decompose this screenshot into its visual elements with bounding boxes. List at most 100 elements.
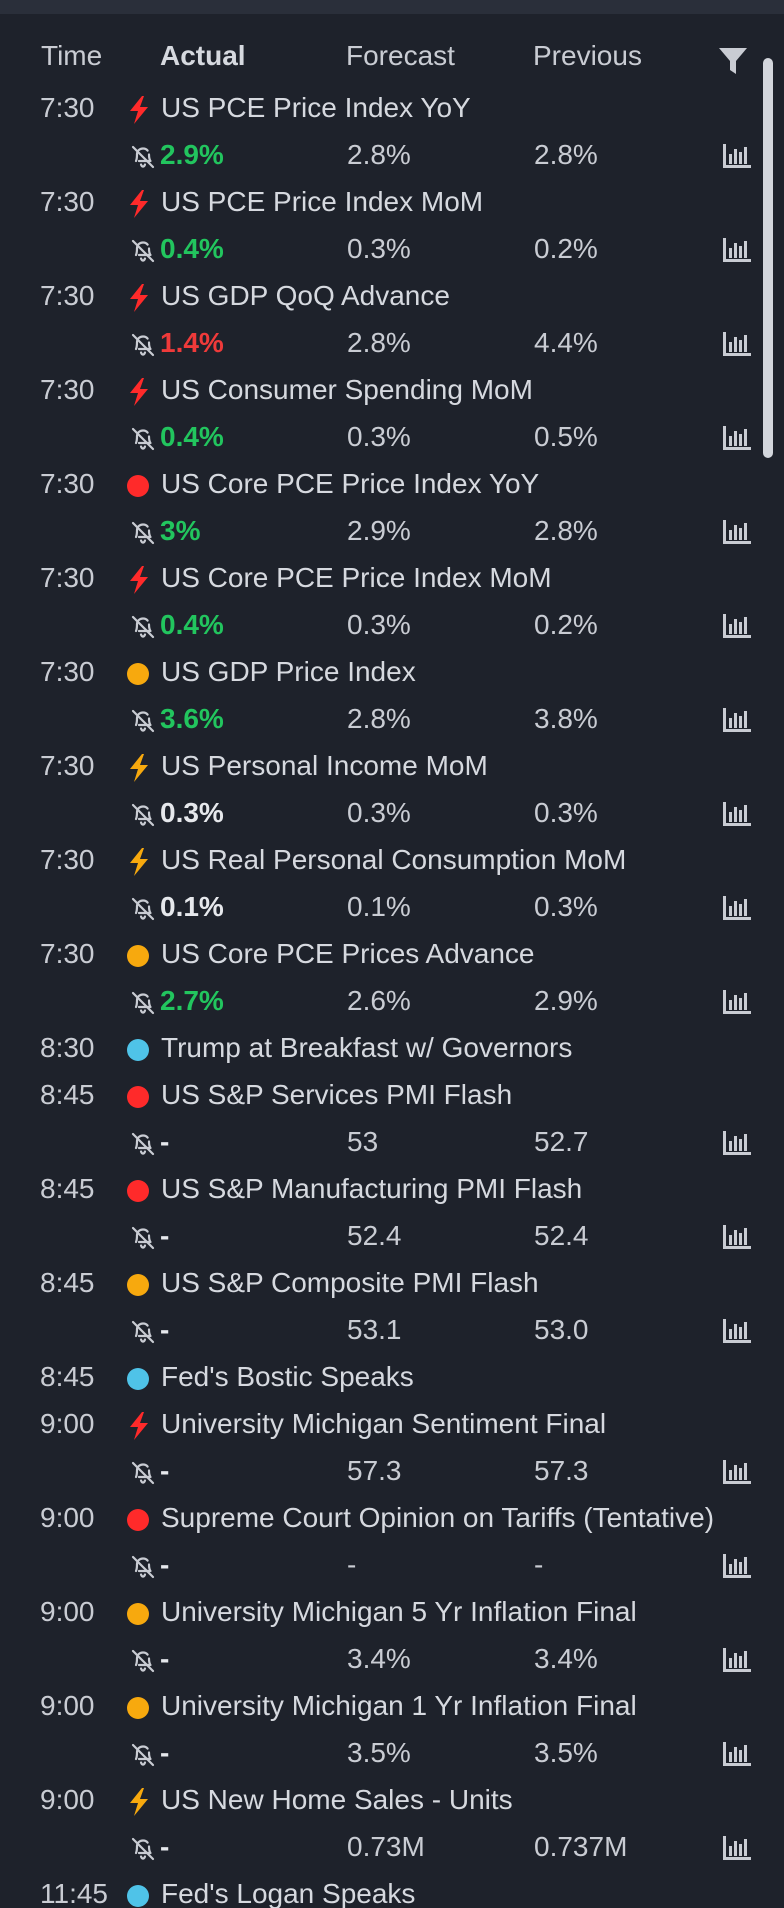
bell-off-icon[interactable] [129,613,157,641]
previous-value: 2.8% [534,515,598,546]
bell-off-icon[interactable] [129,1459,157,1487]
importance-dot-icon [127,472,151,500]
chart-icon[interactable] [722,1130,752,1156]
bell-off-icon[interactable] [129,425,157,453]
event-values-line: 3% 2.9% 2.8% [0,507,784,554]
event-title: US S&P Composite PMI Flash [161,1267,539,1298]
event-title: Supreme Court Opinion on Tariffs (Tentat… [161,1502,715,1533]
event-row[interactable]: 7:30 US Consumer Spending MoM 0.4% 0.3% 0.5% [0,366,784,460]
event-row[interactable]: 8:45 US S&P Manufacturing PMI Flash - 52.4 5… [0,1165,784,1259]
chart-icon[interactable] [722,989,752,1015]
bell-off-icon[interactable] [129,143,157,171]
event-row[interactable]: 11:45 Fed's Logan Speaks [0,1870,784,1908]
event-values-line: - 57.3 57.3 [0,1447,784,1494]
chart-icon[interactable] [722,425,752,451]
bell-off-icon[interactable] [129,989,157,1017]
event-row[interactable]: 7:30 US Core PCE Price Index MoM 0.4% 0.3% 0… [0,554,784,648]
event-row[interactable]: 8:45 US S&P Services PMI Flash - 53 52.7 [0,1071,784,1165]
bell-off-icon[interactable] [129,331,157,359]
event-header-line: 9:00 US New Home Sales - Units [0,1776,784,1823]
actual-value: 0.1% [160,891,224,922]
chart-icon[interactable] [722,1553,752,1579]
event-values-line: 1.4% 2.8% 4.4% [0,319,784,366]
bell-off-icon[interactable] [129,1647,157,1675]
actual-value: 3.6% [160,703,224,734]
event-row[interactable]: 7:30 US PCE Price Index YoY 2.9% 2.8% 2.8% [0,84,784,178]
chart-icon[interactable] [722,1318,752,1344]
event-time: 11:45 [40,1878,108,1908]
scrollbar[interactable] [763,58,773,458]
event-row[interactable]: 8:45 US S&P Composite PMI Flash - 53.1 53.0 [0,1259,784,1353]
event-title: US Personal Income MoM [161,750,488,781]
bell-off-icon[interactable] [129,519,157,547]
header-previous: Previous [533,40,642,71]
chart-icon[interactable] [722,331,752,357]
filter-icon[interactable] [716,44,750,78]
chart-icon[interactable] [722,801,752,827]
bell-off-icon[interactable] [129,895,157,923]
event-values-line: --- [0,1541,784,1588]
chart-icon[interactable] [722,519,752,545]
bell-off-icon[interactable] [129,801,157,829]
chart-icon[interactable] [722,1647,752,1673]
bell-off-icon[interactable] [129,1741,157,1769]
chart-icon[interactable] [722,1224,752,1250]
actual-value: 0.4% [160,233,224,264]
forecast-value: 0.3% [347,233,411,264]
chart-icon[interactable] [722,895,752,921]
importance-dot-icon [127,1694,151,1722]
chart-icon[interactable] [722,613,752,639]
bell-off-icon[interactable] [129,1835,157,1863]
event-header-line: 9:00 University Michigan 1 Yr Inflation F… [0,1682,784,1729]
event-row[interactable]: 7:30 US Core PCE Prices Advance 2.7% 2.6% 2.… [0,930,784,1024]
event-values-line: 0.4% 0.3% 0.2% [0,225,784,272]
chart-icon[interactable] [722,1835,752,1861]
bell-off-icon[interactable] [129,1224,157,1252]
actual-value: - [160,1831,170,1862]
chart-icon[interactable] [722,143,752,169]
bell-off-icon[interactable] [129,1318,157,1346]
importance-dot-icon [127,660,151,688]
event-row[interactable]: 7:30 US GDP QoQ Advance 1.4% 2.8% 4.4% [0,272,784,366]
event-row[interactable]: 9:00 University Michigan Sentiment Final -… [0,1400,784,1494]
event-title: University Michigan Sentiment Final [161,1408,607,1439]
event-row[interactable]: 8:30 Trump at Breakfast w/ Governors [0,1024,784,1071]
bell-off-icon[interactable] [129,237,157,265]
event-row[interactable]: 7:30 US Personal Income MoM 0.3% 0.3% 0.3% [0,742,784,836]
actual-value: - [160,1126,170,1157]
event-row[interactable]: 9:00 University Michigan 1 Yr Inflation F… [0,1682,784,1776]
event-row[interactable]: 9:00 US New Home Sales - Units - 0.73M 0.737… [0,1776,784,1870]
importance-dot-icon [127,1365,151,1393]
forecast-value: 0.3% [347,797,411,828]
forecast-value: 0.1% [347,891,411,922]
event-row[interactable]: 7:30 US GDP Price Index 3.6% 2.8% 3.8% [0,648,784,742]
importance-bolt-icon [127,190,151,218]
chart-icon[interactable] [722,1741,752,1767]
event-time: 7:30 [40,844,95,875]
event-header-line: 8:45 US S&P Composite PMI Flash [0,1259,784,1306]
importance-dot-icon [127,1506,151,1534]
event-row[interactable]: 7:30 US Real Personal Consumption MoM 0.1%… [0,836,784,930]
bell-off-icon[interactable] [129,1130,157,1158]
event-row[interactable]: 9:00 Supreme Court Opinion on Tariffs (Te… [0,1494,784,1588]
event-title: US Core PCE Price Index MoM [161,562,552,593]
chart-icon[interactable] [722,707,752,733]
event-row[interactable]: 7:30 US Core PCE Price Index YoY 3% 2.9% 2.8… [0,460,784,554]
forecast-value: 52.4 [347,1220,402,1251]
importance-dot-icon [127,1882,151,1908]
previous-value: 0.2% [534,233,598,264]
chart-icon[interactable] [722,237,752,263]
event-row[interactable]: 7:30 US PCE Price Index MoM 0.4% 0.3% 0.2% [0,178,784,272]
event-row[interactable]: 9:00 University Michigan 5 Yr Inflation F… [0,1588,784,1682]
event-time: 8:45 [40,1267,95,1298]
event-time: 7:30 [40,938,95,969]
forecast-value: 2.9% [347,515,411,546]
bell-off-icon[interactable] [129,1553,157,1581]
event-header-line: 7:30 US Real Personal Consumption MoM [0,836,784,883]
actual-value: - [160,1737,170,1768]
bell-off-icon[interactable] [129,707,157,735]
event-values-line: 3.6% 2.8% 3.8% [0,695,784,742]
event-row[interactable]: 8:45 Fed's Bostic Speaks [0,1353,784,1400]
actual-value: 0.4% [160,609,224,640]
chart-icon[interactable] [722,1459,752,1485]
